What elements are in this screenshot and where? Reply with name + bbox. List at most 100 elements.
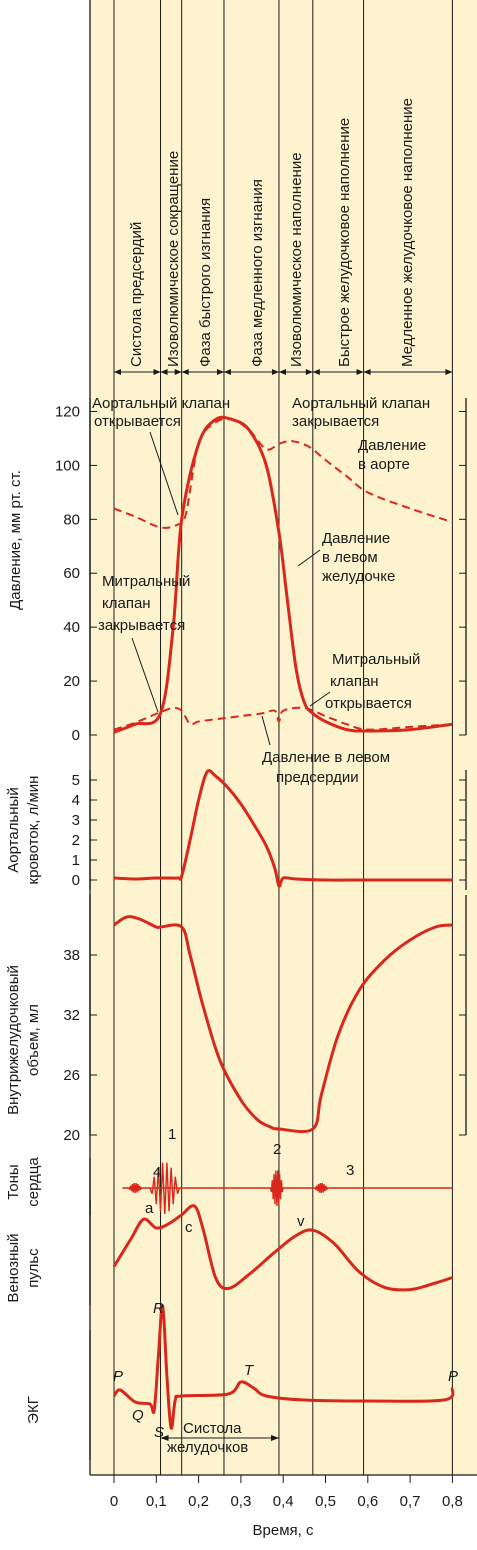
y-axis-titles: Давление, мм рт. ст. Аортальный кровоток… [5, 470, 42, 1424]
flow-ylabel-line2: кровоток, л/мин [25, 776, 42, 885]
phase-label-3: Фаза быстрого изгнания [197, 198, 214, 367]
lv-pressure-label-line1: Давление [322, 530, 390, 547]
systole-label-line1: Систола [183, 1420, 242, 1437]
la-pressure-label-line2: предсердии [276, 769, 359, 786]
aortic_flow-y-tick-label: 1 [72, 852, 80, 869]
mitral-closes-line2: клапан [102, 595, 151, 612]
la-pressure-label-line1: Давление в левом [262, 749, 390, 766]
venous-pulse-curve [112, 1204, 453, 1292]
x-tick-label: 0 [110, 1493, 118, 1510]
pressure-annotations: Аортальный клапан открывается Аортальный… [92, 395, 430, 786]
heart-sound-2: 2 [273, 1141, 281, 1158]
systole-label-line2: желудочков [167, 1439, 248, 1456]
phase-arrow-head [160, 369, 168, 375]
phase-arrow-head [153, 369, 161, 375]
ecg-trace [112, 1304, 455, 1430]
x-tick-label: 0,4 [273, 1493, 294, 1510]
venous-wave-v: v [297, 1213, 305, 1230]
volume-ylabel-line1: Внутрижелудочковый [5, 965, 22, 1115]
mitral-opens-pointer [309, 691, 331, 707]
mitral-opens-line2: клапан [330, 673, 379, 690]
aortic-opens-pointer [149, 431, 179, 516]
aortic_flow-y-tick-label: 5 [72, 772, 80, 789]
ecg-p-wave: P [113, 1368, 123, 1385]
systole-arrow-left [160, 1435, 169, 1441]
phase-label-2: Изоволюмическое сокращение [165, 151, 182, 367]
heart-sound-burst-1 [149, 1162, 181, 1215]
phase-lines [113, 0, 453, 1475]
phase-arrow-head [114, 369, 121, 375]
la-pressure-pointer [261, 715, 271, 746]
venous-ylabel-line2: пульс [25, 1248, 42, 1288]
phase-arrow-head [181, 369, 189, 375]
wave-labels: 4 1 2 3 a c v P Q R S T P Систола желудо… [113, 1126, 458, 1456]
x-axis-title: Время, с [253, 1522, 314, 1539]
phase-arrow-head [305, 369, 313, 375]
pressure-ylabel: Давление, мм рт. ст. [7, 470, 24, 610]
ecg-p-wave-2: P [448, 1368, 458, 1385]
phase-label-5: Изоволюмическое наполнение [288, 152, 305, 367]
volume-series-0 [113, 915, 453, 1134]
volume-y-tick-label: 38 [63, 947, 80, 964]
phase-arrow-head [174, 369, 182, 375]
heart-sound-burst-2 [269, 1170, 284, 1207]
aortic-valve-opens-line1: Аортальный клапан [92, 395, 230, 412]
lv-pressure-label-line3: желудочке [322, 568, 395, 585]
aortic-valve-opens-line2: открывается [94, 413, 181, 430]
mitral-opens-line1: Митральный [332, 651, 420, 668]
phase-label-1: Систола предсердий [128, 222, 145, 367]
mitral-closes-pointer [131, 637, 159, 713]
venous-ylabel-line1: Венозный [5, 1233, 22, 1302]
phase-arrow-head [363, 369, 371, 375]
pressure-y-tick-label: 20 [63, 673, 80, 690]
venous-wave-a: a [145, 1200, 154, 1217]
pressure-y-tick-label: 80 [63, 511, 80, 528]
pressure-series-0 [113, 415, 453, 734]
aorta-pressure-label-line1: Давление [358, 437, 426, 454]
phase-label-7: Медленное желудочковое наполнение [399, 98, 416, 367]
ecg-s-wave: S [154, 1424, 164, 1441]
phase-label-4: Фаза медленного изгнания [249, 179, 266, 367]
series-layer [112, 415, 455, 1430]
ecg-q-wave: Q [132, 1407, 144, 1424]
phase-arrow-head [271, 369, 279, 375]
pressure-y-tick-label: 60 [63, 565, 80, 582]
x-tick-label: 0,6 [357, 1493, 378, 1510]
phase-arrow-head [356, 369, 364, 375]
heart-sound-4: 4 [153, 1164, 161, 1181]
x-tick-label: 0,5 [315, 1493, 336, 1510]
x-tick-label: 0,1 [146, 1493, 167, 1510]
ecg-t-wave: T [244, 1362, 255, 1379]
pressure-y-tick-label: 40 [63, 619, 80, 636]
pressure-y-tick-label: 0 [72, 727, 80, 744]
axes: 0 0,1 0,2 0,3 0,4 0,5 0,6 0,7 0,8020406080100120… [55, 0, 477, 1510]
volume-y-tick-label: 32 [63, 1007, 80, 1024]
sounds-ylabel-line1: Тоны [5, 1164, 22, 1199]
flow-ylabel-line1: Аортальный [5, 787, 22, 872]
volume-ylabel-line2: объем, мл [25, 1004, 42, 1076]
pressure-y-tick-label: 100 [55, 457, 80, 474]
aortic_flow-y-tick-label: 0 [72, 872, 80, 889]
phase-arrow-head [312, 369, 320, 375]
aortic-valve-closes-line1: Аортальный клапан [292, 395, 430, 412]
aorta-pressure-label-line2: в аорте [358, 456, 410, 473]
heart-sound-burst-0 [128, 1183, 143, 1194]
aortic_flow-series-0 [113, 769, 453, 888]
phase-arrow-head [445, 369, 453, 375]
x-tick-label: 0,8 [442, 1493, 463, 1510]
heart-sound-3: 3 [346, 1162, 354, 1179]
volume-y-tick-label: 20 [63, 1127, 80, 1144]
aortic_flow-y-tick-label: 2 [72, 832, 80, 849]
pressure-y-tick-label: 120 [55, 403, 80, 420]
x-tick-label: 0,2 [188, 1493, 209, 1510]
heart-sound-1: 1 [168, 1126, 176, 1143]
phase-arrow-head [216, 369, 224, 375]
mitral-closes-line1: Митральный [102, 573, 190, 590]
systole-arrow-right [270, 1435, 279, 1441]
lv-pressure-label-line2: в левом [322, 549, 378, 566]
x-tick-label: 0,7 [400, 1493, 421, 1510]
ecg-r-wave: R [153, 1300, 164, 1317]
aortic_flow-y-tick-label: 3 [72, 812, 80, 829]
